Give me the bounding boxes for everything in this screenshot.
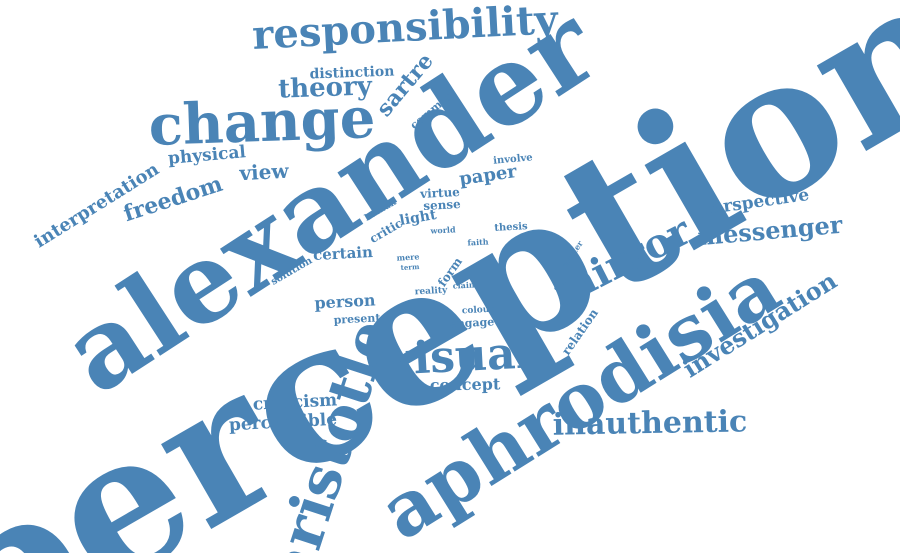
word-person: person bbox=[313, 290, 376, 313]
word-inauthentic: inauthentic bbox=[552, 404, 748, 443]
word-present: present bbox=[333, 311, 381, 327]
word-reality: reality bbox=[414, 285, 448, 298]
word-mere: mere bbox=[396, 251, 420, 263]
word-world: world bbox=[430, 224, 456, 236]
word-term: term bbox=[400, 262, 420, 272]
word-faith: faith bbox=[467, 236, 489, 248]
word-physical: physical bbox=[167, 142, 247, 169]
word-engage: engage bbox=[449, 315, 495, 331]
word-view: view bbox=[238, 158, 290, 186]
word-distinction: distinction bbox=[309, 63, 395, 83]
word-claim: claim bbox=[452, 279, 478, 291]
word-thesis: thesis bbox=[494, 221, 528, 234]
word-certain: certain bbox=[312, 242, 374, 265]
word-concept: concept bbox=[429, 374, 501, 395]
